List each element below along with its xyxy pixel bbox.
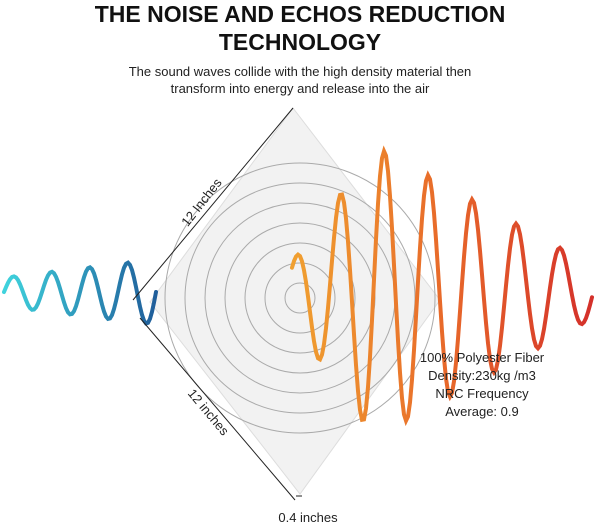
dimension-label: 0.4 inches [278,510,338,525]
spec-line: Average: 0.9 [445,404,518,419]
spec-line: 100% Polyester Fiber [420,350,545,365]
ring [264,262,336,334]
spec-line: NRC Frequency [435,386,529,401]
title-line: TECHNOLOGY [218,29,382,55]
specs: 100% Polyester Fiber Density:230kg /m3 NRC… [420,350,545,419]
dimension-line [132,107,294,301]
ring [184,182,416,414]
dimension-line [139,317,296,501]
incoming-wave [2,260,158,326]
rings [164,162,436,434]
subtitle-line: transform into energy and release into t… [170,81,430,96]
title-line: THE NOISE AND ECHOS REDUCTION [94,1,506,27]
subtitle: The sound waves collide with the high de… [0,63,600,97]
spec-line: Density:230kg /m3 [428,368,536,383]
subtitle-line: The sound waves collide with the high de… [128,64,472,79]
ring [284,282,316,314]
ring [164,162,436,434]
title: THE NOISE AND ECHOS REDUCTION TECHNOLOGY [0,0,600,56]
ring [244,242,356,354]
outgoing-wave [290,145,594,427]
